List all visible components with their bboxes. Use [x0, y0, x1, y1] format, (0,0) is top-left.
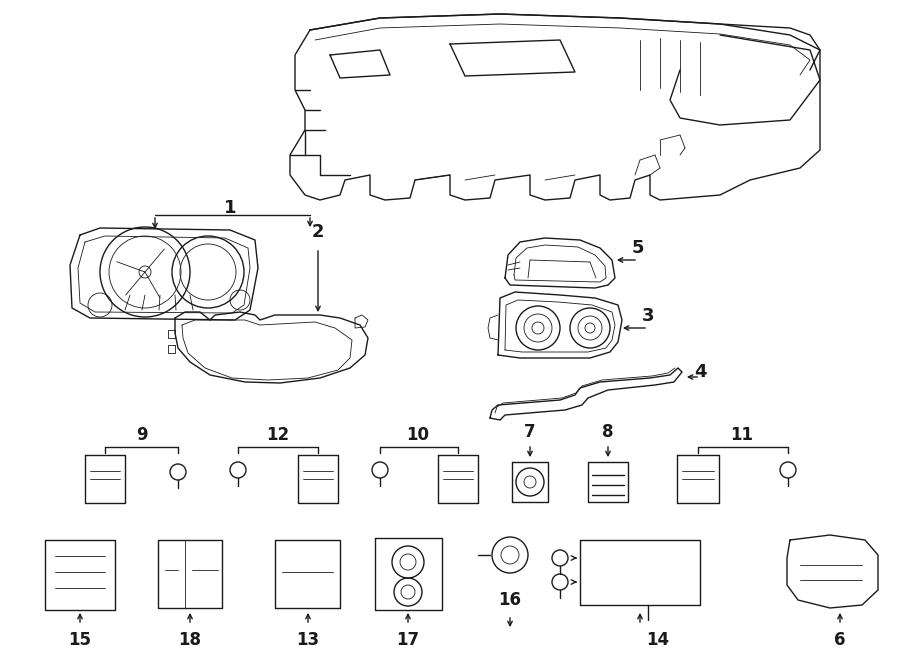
Text: 1: 1 — [224, 199, 236, 217]
Text: 9: 9 — [136, 426, 148, 444]
Text: 5: 5 — [632, 239, 644, 257]
Text: 17: 17 — [396, 631, 419, 649]
Text: 4: 4 — [694, 363, 706, 381]
Text: 14: 14 — [646, 631, 670, 649]
Text: 11: 11 — [731, 426, 753, 444]
Text: 12: 12 — [266, 426, 290, 444]
Text: 2: 2 — [311, 223, 324, 241]
Text: 10: 10 — [407, 426, 429, 444]
Text: 3: 3 — [642, 307, 654, 325]
Text: 18: 18 — [178, 631, 202, 649]
Text: 7: 7 — [524, 423, 536, 441]
Text: 8: 8 — [602, 423, 614, 441]
Text: 13: 13 — [296, 631, 320, 649]
Text: 6: 6 — [834, 631, 846, 649]
Text: 15: 15 — [68, 631, 92, 649]
Text: 16: 16 — [499, 591, 521, 609]
